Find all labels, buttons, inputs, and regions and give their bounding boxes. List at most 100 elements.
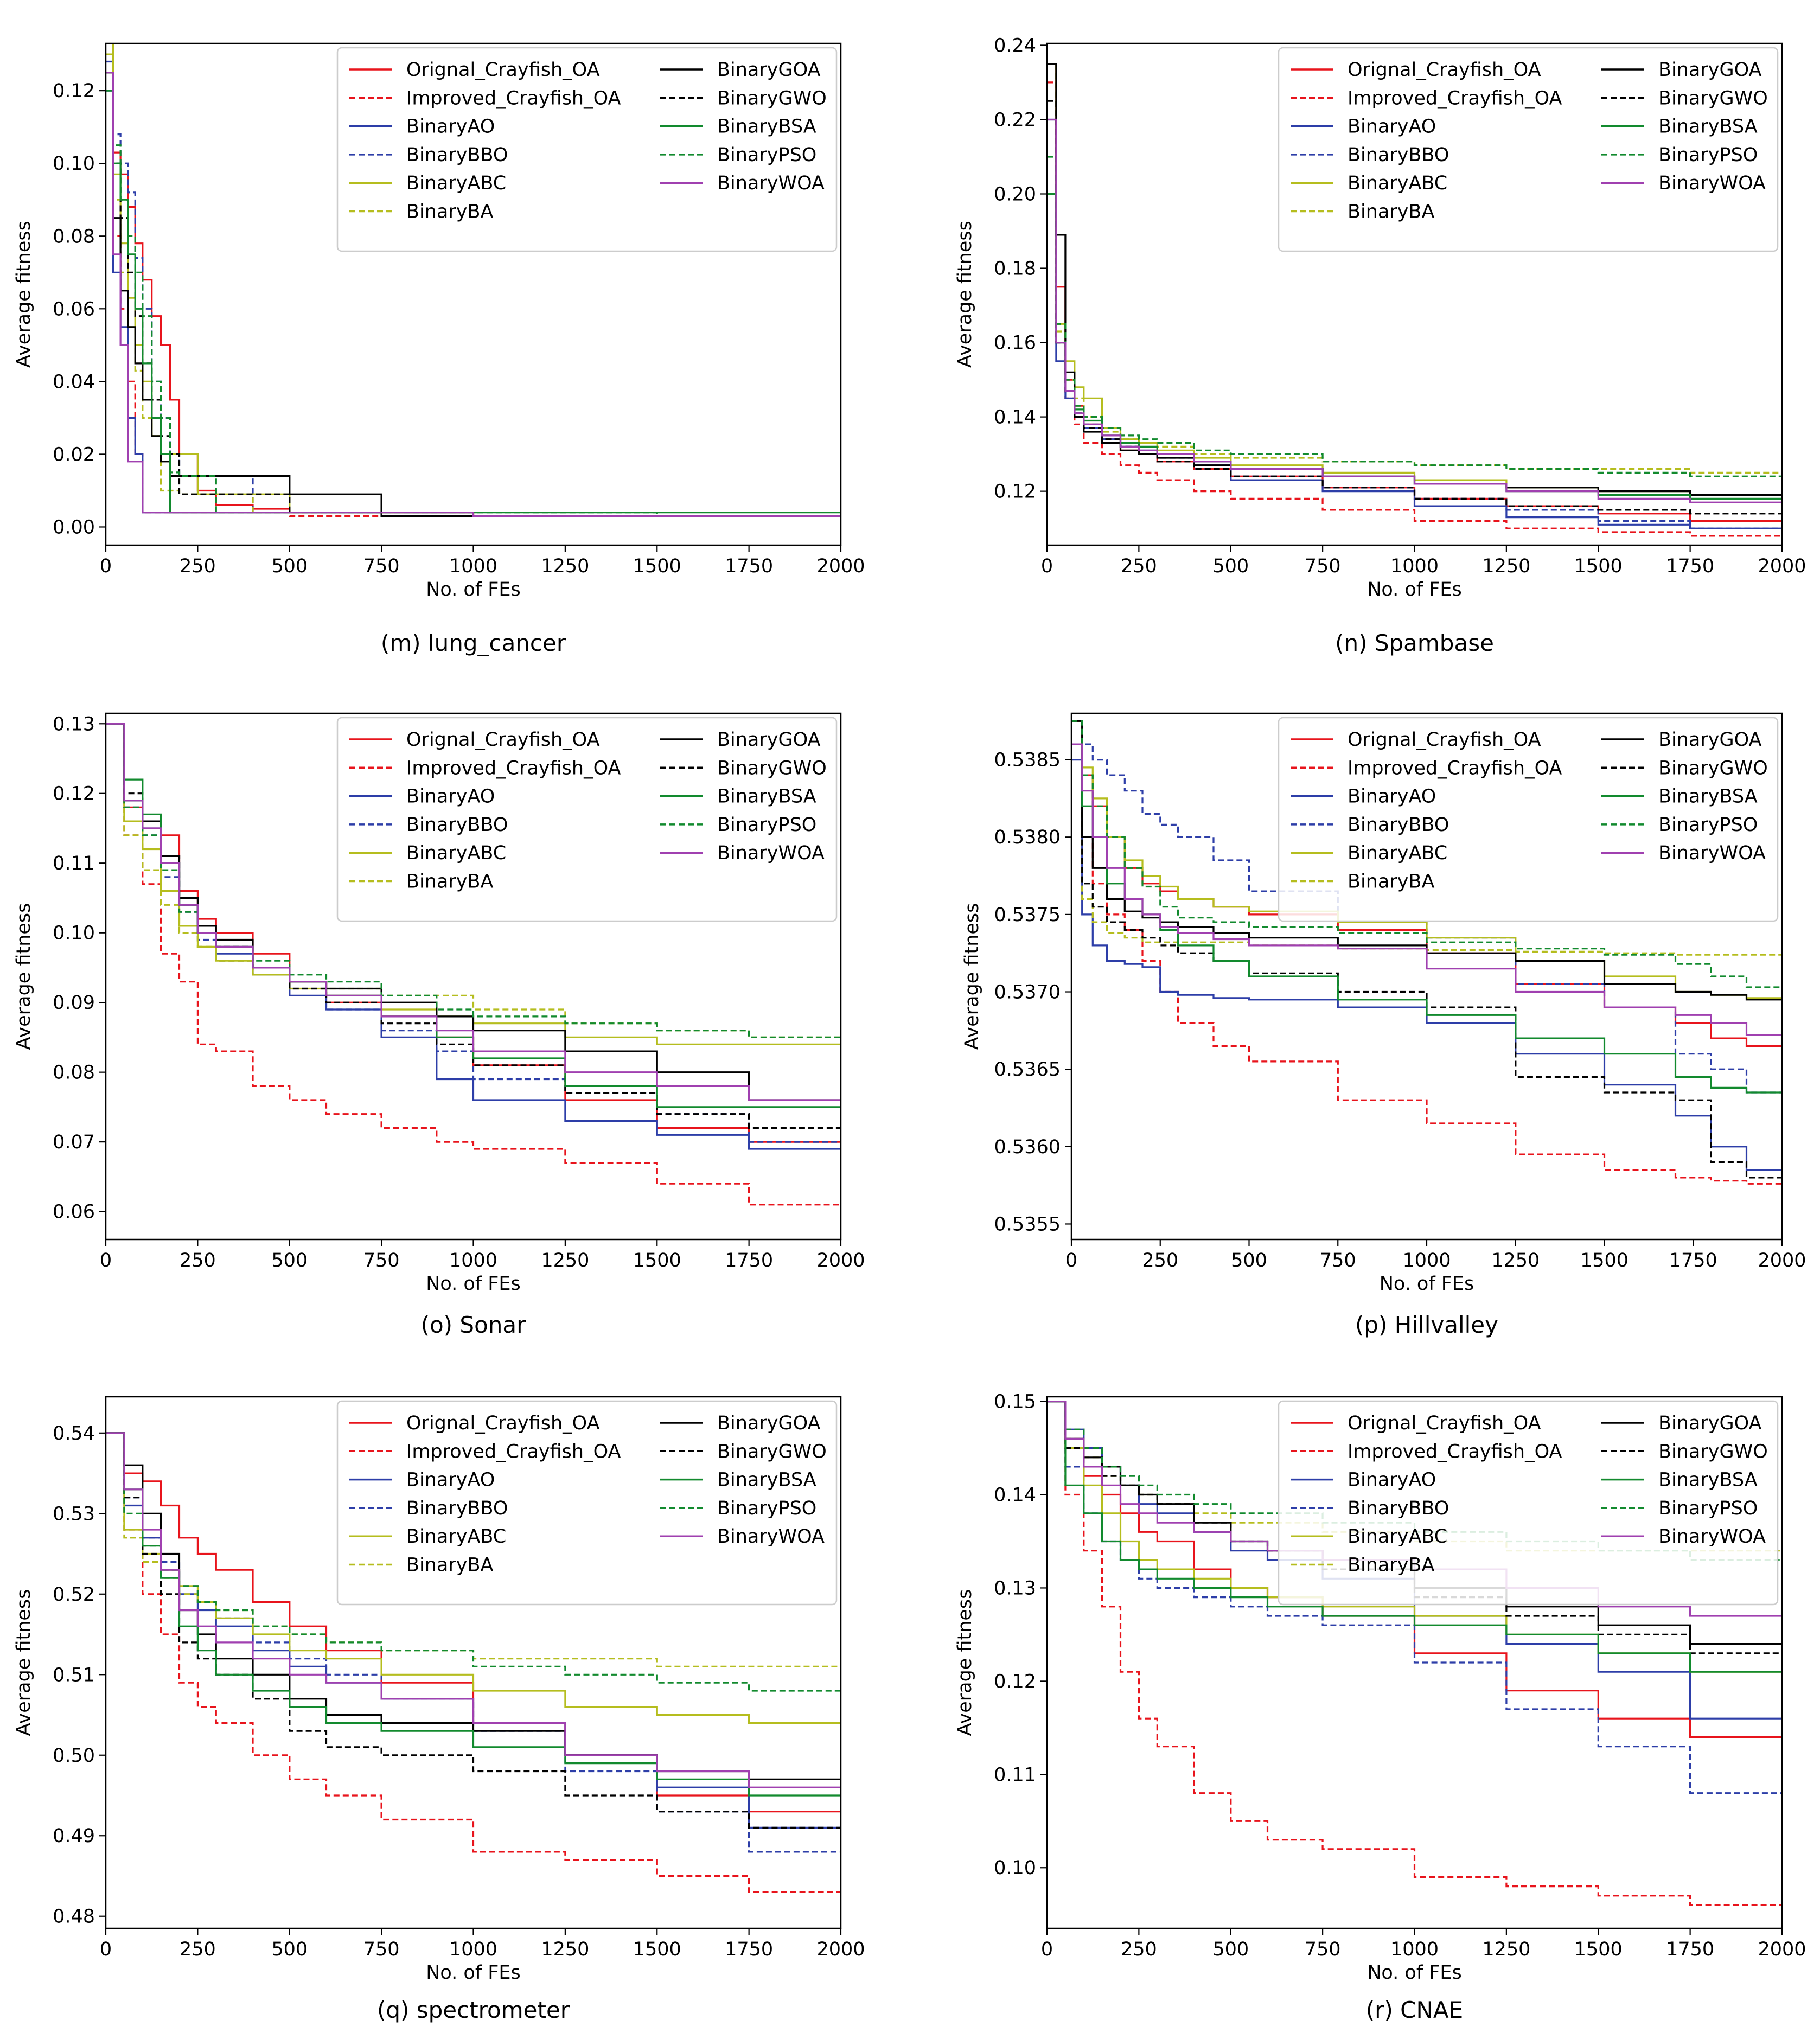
x-tick-label: 1000 bbox=[449, 555, 497, 577]
legend-label-binaryba: BinaryBA bbox=[1348, 201, 1434, 223]
legend-box bbox=[336, 1400, 838, 1606]
legend-label-binarybsa: BinaryBSA bbox=[717, 1469, 816, 1491]
legend-label-binarypso: BinaryPSO bbox=[717, 814, 816, 836]
legend: Orignal_Crayfish_OA Improved_Crayfish_OA B… bbox=[1278, 717, 1779, 922]
x-tick-label: 750 bbox=[363, 555, 400, 577]
x-axis-label: No. of FEs bbox=[1380, 1273, 1474, 1295]
legend-label-improved-crayfish-oa: Improved_Crayfish_OA bbox=[406, 87, 621, 109]
chart-caption: (m) lung_cancer bbox=[381, 630, 566, 656]
x-tick-label: 1500 bbox=[1574, 1939, 1623, 1960]
legend-label-binarybsa: BinaryBSA bbox=[717, 116, 816, 138]
legend-label-binarygoa: BinaryGOA bbox=[717, 59, 821, 81]
chart-caption: (o) Sonar bbox=[421, 1312, 527, 1338]
legend-label-binarypso: BinaryPSO bbox=[1658, 814, 1758, 836]
y-axis-label: Average fitness bbox=[13, 903, 35, 1050]
legend-label-binaryba: BinaryBA bbox=[406, 871, 493, 893]
x-tick-label: 2000 bbox=[816, 1250, 865, 1271]
y-tick-label: 0.13 bbox=[994, 1577, 1036, 1599]
legend-label-binaryao: BinaryAO bbox=[1348, 116, 1436, 138]
legend-label-binarybbo: BinaryBBO bbox=[1348, 814, 1449, 836]
legend-label-binaryabc: BinaryABC bbox=[406, 172, 506, 194]
y-tick-label: 0.54 bbox=[53, 1423, 95, 1444]
legend-label-binarybbo: BinaryBBO bbox=[406, 1498, 508, 1519]
legend-label-binaryabc: BinaryABC bbox=[1348, 172, 1447, 194]
legend-label-binarybsa: BinaryBSA bbox=[1658, 1469, 1758, 1491]
x-tick-label: 2000 bbox=[1758, 1250, 1806, 1271]
y-tick-label: 0.52 bbox=[53, 1584, 95, 1606]
legend-label-binaryabc: BinaryABC bbox=[406, 1526, 506, 1548]
x-axis-label: No. of FEs bbox=[426, 1273, 521, 1295]
y-tick-label: 0.18 bbox=[994, 258, 1036, 280]
legend-label-improved-crayfish-oa: Improved_Crayfish_OA bbox=[406, 1441, 621, 1462]
x-tick-label: 250 bbox=[1142, 1250, 1178, 1271]
legend: Orignal_Crayfish_OA Improved_Crayfish_OA B… bbox=[1278, 1400, 1779, 1606]
legend-label-orignal-crayfish-oa: Orignal_Crayfish_OA bbox=[1348, 729, 1541, 751]
legend-label-binaryabc: BinaryABC bbox=[1348, 1526, 1447, 1548]
legend-label-binarygwo: BinaryGWO bbox=[717, 1441, 827, 1462]
x-axis-label: No. of FEs bbox=[1367, 1962, 1462, 1984]
legend-label-binarygoa: BinaryGOA bbox=[717, 729, 821, 751]
x-tick-label: 1750 bbox=[725, 1939, 773, 1960]
legend-label-binaryba: BinaryBA bbox=[406, 1555, 493, 1576]
legend-label-binaryba: BinaryBA bbox=[1348, 1555, 1434, 1576]
y-tick-label: 0.09 bbox=[53, 992, 95, 1014]
x-tick-label: 750 bbox=[1305, 1939, 1341, 1960]
legend-label-binarygoa: BinaryGOA bbox=[1658, 729, 1762, 751]
legend-label-orignal-crayfish-oa: Orignal_Crayfish_OA bbox=[1348, 59, 1541, 81]
x-tick-label: 0 bbox=[1065, 1250, 1077, 1271]
x-tick-label: 1250 bbox=[1482, 1939, 1530, 1960]
chart-q: 0 250 500 750 1000 1250 1500 1750 2000 0.48 0.49 0.… bbox=[13, 1396, 865, 2023]
y-tick-label: 0.04 bbox=[53, 371, 95, 393]
y-axis-label: Average fitness bbox=[13, 1589, 35, 1736]
chart-caption: (p) Hillvalley bbox=[1355, 1312, 1498, 1338]
y-tick-label: 0.5370 bbox=[994, 982, 1061, 1003]
legend-label-binaryao: BinaryAO bbox=[1348, 1469, 1436, 1491]
y-tick-label: 0.20 bbox=[994, 184, 1036, 206]
x-tick-label: 1500 bbox=[633, 555, 681, 577]
y-tick-label: 0.07 bbox=[53, 1132, 95, 1153]
series-group bbox=[1047, 63, 1782, 540]
legend-label-binarygwo: BinaryGWO bbox=[717, 87, 827, 109]
chart-n: 0 250 500 750 1000 1250 1500 1750 2000 0.12 0.14 0.… bbox=[954, 35, 1806, 656]
legend-label-improved-crayfish-oa: Improved_Crayfish_OA bbox=[1348, 1441, 1562, 1462]
x-tick-label: 0 bbox=[1041, 555, 1053, 577]
y-tick-label: 0.10 bbox=[53, 153, 95, 175]
legend-label-binarygoa: BinaryGOA bbox=[1658, 1412, 1762, 1434]
series-line-binarygoa bbox=[1047, 63, 1782, 499]
legend-label-binarybsa: BinaryBSA bbox=[1658, 786, 1758, 808]
x-tick-label: 0 bbox=[100, 555, 112, 577]
y-tick-label: 0.14 bbox=[994, 1485, 1036, 1506]
y-axis-label: Average fitness bbox=[961, 903, 983, 1050]
y-tick-label: 0.13 bbox=[53, 713, 95, 735]
x-tick-label: 1000 bbox=[1402, 1250, 1451, 1271]
x-tick-label: 500 bbox=[271, 1939, 308, 1960]
series-line-binarygoa bbox=[106, 72, 841, 517]
series-line-binarywoa bbox=[106, 723, 841, 1107]
legend-label-binarypso: BinaryPSO bbox=[717, 1498, 816, 1519]
y-tick-label: 0.15 bbox=[994, 1391, 1036, 1413]
legend-box bbox=[1278, 47, 1779, 252]
y-tick-label: 0.06 bbox=[53, 298, 95, 320]
legend-label-binarygoa: BinaryGOA bbox=[1658, 59, 1762, 81]
chart-p: 0 250 500 750 1000 1250 1500 1750 2000 0.5355 0.53… bbox=[961, 712, 1806, 1338]
x-tick-label: 1250 bbox=[1491, 1250, 1540, 1271]
x-tick-label: 1750 bbox=[1666, 555, 1714, 577]
series-line-binarybsa bbox=[1047, 1401, 1782, 1682]
legend-label-binaryabc: BinaryABC bbox=[406, 842, 506, 864]
y-tick-label: 0.08 bbox=[53, 1062, 95, 1084]
legend-label-binarybsa: BinaryBSA bbox=[717, 786, 816, 808]
series-line-improved-crayfish-oa bbox=[1047, 1401, 1782, 1910]
y-tick-label: 0.12 bbox=[994, 481, 1036, 503]
y-tick-label: 0.49 bbox=[53, 1825, 95, 1847]
series-line-binarybbo bbox=[106, 90, 841, 517]
y-axis-label: Average fitness bbox=[13, 221, 35, 368]
x-tick-label: 500 bbox=[1212, 555, 1249, 577]
legend-label-orignal-crayfish-oa: Orignal_Crayfish_OA bbox=[1348, 1412, 1541, 1434]
series-group bbox=[106, 43, 841, 520]
x-tick-label: 1250 bbox=[541, 1939, 589, 1960]
x-tick-label: 2000 bbox=[816, 555, 865, 577]
legend-label-binarywoa: BinaryWOA bbox=[717, 1526, 825, 1548]
legend-box bbox=[336, 717, 838, 922]
